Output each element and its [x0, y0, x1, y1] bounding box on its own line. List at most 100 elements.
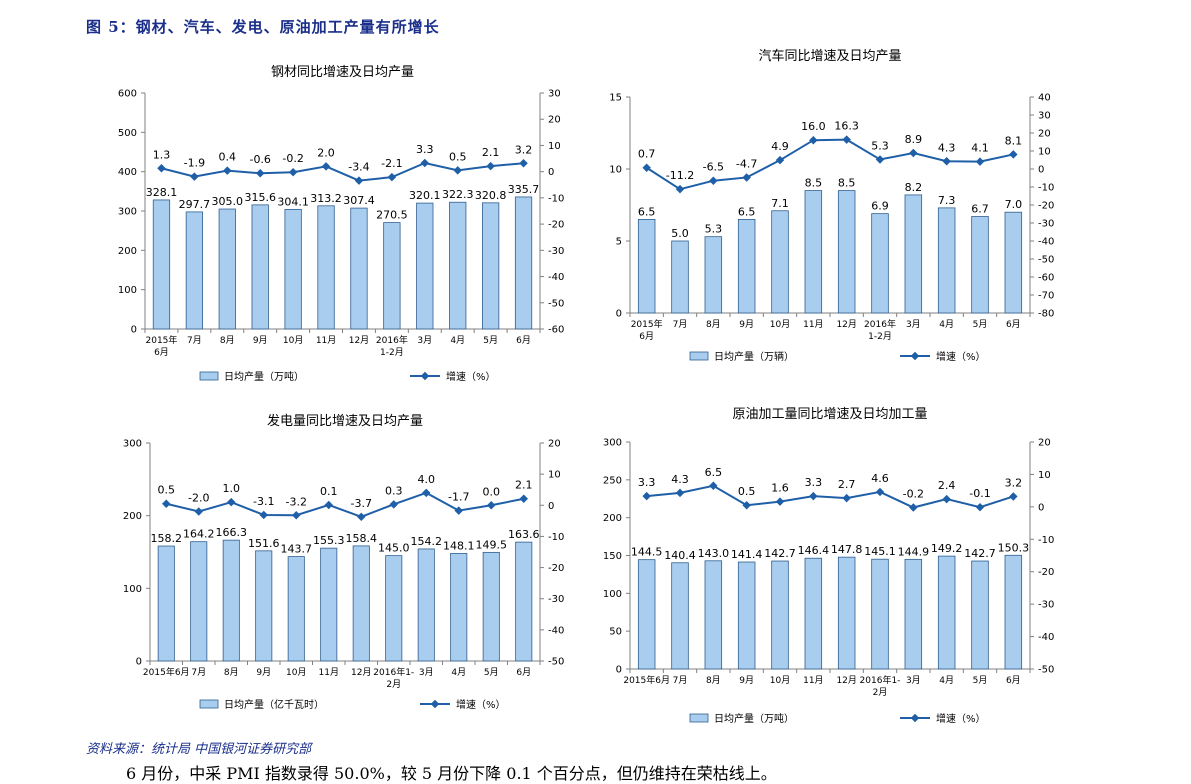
bar [904, 194, 923, 314]
line-value-label: 0.7 [638, 148, 656, 161]
line-value-label: 4.9 [771, 140, 789, 153]
right-tick-label: 20 [1038, 438, 1051, 449]
right-tick-label: -20 [1038, 567, 1054, 578]
right-tick-label: -10 [548, 532, 564, 543]
line-point [1009, 492, 1018, 501]
left-tick-label: 300 [123, 439, 142, 450]
right-tick-label: 0 [1038, 502, 1044, 513]
bar-value-label: 8.5 [805, 177, 823, 190]
line-value-label: 1.6 [771, 482, 789, 495]
legend-bar-label: 日均产量（万吨） [714, 712, 794, 725]
line-point [519, 159, 528, 168]
x-tick-label: 8月 [706, 675, 721, 686]
x-tick-label: 1-2月 [868, 331, 892, 342]
line-point [742, 173, 751, 182]
bar [157, 545, 175, 662]
right-tick-label: 10 [1038, 147, 1051, 158]
line-value-label: 0.0 [483, 485, 501, 498]
line-value-label: 16.3 [834, 120, 859, 133]
right-tick-label: 0 [548, 167, 554, 178]
bar [771, 560, 789, 670]
x-tick-label: 8月 [706, 319, 721, 330]
bar [450, 552, 468, 662]
line-value-label: 0.3 [385, 484, 403, 497]
bar [771, 210, 789, 314]
line-value-label: 3.3 [638, 476, 656, 489]
line-point [255, 168, 265, 178]
left-tick-label: 100 [123, 584, 142, 595]
right-tick-label: -40 [1038, 237, 1054, 248]
bar-value-label: 144.9 [898, 545, 930, 558]
line-value-label: -0.2 [903, 488, 924, 501]
line-point [357, 512, 366, 522]
right-tick-label: -20 [548, 220, 564, 231]
bar [350, 207, 368, 330]
x-tick-label: 6月 [1006, 675, 1021, 686]
x-tick-label: 9月 [256, 667, 271, 678]
bar-value-label: 335.7 [508, 183, 539, 196]
bar [284, 208, 302, 330]
line-value-label: -0.1 [969, 487, 990, 500]
bar-value-label: 5.0 [671, 227, 689, 240]
chart-power: 发电量同比增速及日均产量 0 100 200 300 -50 -40 -30 -20 -10 0 10… [100, 405, 564, 720]
bar [287, 556, 305, 662]
line-value-label: -0.2 [282, 152, 303, 165]
x-tick-label: 3月 [906, 675, 921, 686]
line-value-label: -3.4 [348, 161, 369, 174]
chart-steel: 钢材同比增速及日均产量 0 100 200 300 400 500 600 -60 -50 -40-… [100, 58, 564, 388]
bar [671, 562, 689, 670]
legend-bar-swatch [689, 713, 709, 723]
x-tick-label: 10月 [770, 675, 790, 686]
x-tick-label: 11月 [319, 667, 339, 678]
bar-value-label: 155.3 [313, 534, 345, 547]
line-value-label: 8.1 [1005, 134, 1023, 147]
line-value-label: 2.1 [515, 479, 533, 492]
bar [904, 558, 923, 670]
growth-line [646, 138, 1014, 191]
right-tick-label: 10 [548, 141, 561, 152]
bar [1004, 554, 1023, 670]
chart-crude-svg: 原油加工量同比增速及日均加工量050100150200250300-50-40-… [603, 407, 1054, 725]
bar-value-label: 150.3 [998, 541, 1030, 554]
line-point [486, 161, 495, 171]
x-tick-label: 9月 [739, 675, 754, 686]
x-tick-label: 2016年1- [373, 666, 414, 678]
line-point [642, 491, 651, 501]
legend-bar-label: 日均产量（亿千瓦时） [224, 698, 324, 711]
bar [804, 190, 823, 314]
left-tick-label: 300 [118, 207, 137, 218]
x-tick-label: 2015年6月 [143, 666, 190, 678]
line-value-label: 2.4 [938, 479, 956, 492]
x-tick-label: 7月 [191, 667, 206, 678]
line-value-label: -1.7 [448, 491, 469, 504]
left-tick-label: 15 [609, 93, 622, 104]
bar-value-label: 7.3 [938, 194, 956, 207]
line-point [675, 488, 685, 498]
bar-value-label: 328.1 [146, 186, 178, 199]
legend-line-label: 增速（%） [456, 698, 506, 711]
chart-auto-svg: 汽车同比增速及日均产量 0 5 10 15 -80 -70 -60 -50 -40 -30 -20 -1… [609, 48, 1054, 363]
bar-value-label: 270.5 [376, 209, 408, 222]
line-point [420, 158, 430, 168]
x-tick-label: 6月 [516, 335, 531, 346]
x-tick-label: 10月 [283, 335, 303, 346]
line-point [842, 493, 851, 503]
bar-value-label: 313.2 [310, 192, 342, 205]
line-point [909, 503, 918, 512]
bar-value-label: 148.1 [443, 539, 475, 552]
line-point [190, 172, 199, 181]
bar [514, 196, 533, 330]
right-tick-label: 10 [548, 470, 561, 481]
bar [481, 202, 500, 330]
line-point [809, 491, 818, 501]
left-tick-label: 300 [603, 438, 622, 449]
line-point [259, 510, 268, 520]
line-value-label: 0.5 [449, 150, 467, 163]
x-tick-label: 2015年6月 [623, 674, 670, 686]
x-tick-label: 2月 [873, 687, 888, 698]
bar [837, 556, 856, 670]
line-point [775, 497, 785, 506]
right-tick-label: -40 [548, 625, 564, 636]
bar [971, 216, 989, 314]
bar [152, 199, 171, 330]
